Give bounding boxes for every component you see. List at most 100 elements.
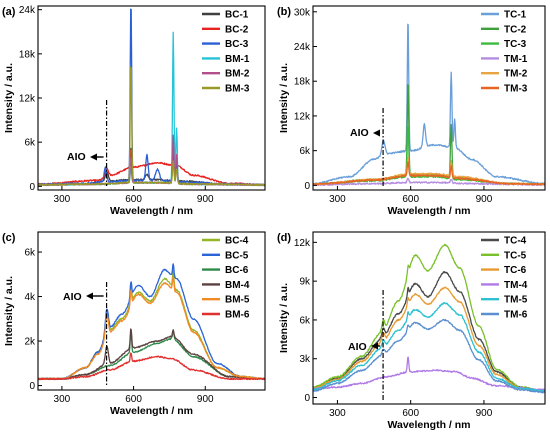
series-line-tc-5 bbox=[313, 243, 545, 393]
legend-label: BM-3 bbox=[225, 84, 250, 95]
series-line-tm-3 bbox=[313, 161, 545, 186]
panel-label: (a) bbox=[2, 6, 16, 18]
y-axis-label: Intensity / a.u. bbox=[278, 283, 290, 353]
legend-label: TC-1 bbox=[504, 10, 527, 21]
y-tick-label: 0 bbox=[29, 182, 35, 193]
legend: TC-4 TC-5 TC-6 TM-4 TM-5 TM-6 bbox=[481, 236, 528, 321]
y-tick-label: 24k bbox=[19, 5, 36, 16]
series-line-bm-5 bbox=[38, 275, 265, 381]
series-line-tm-6 bbox=[313, 318, 545, 394]
series-line-tm-2 bbox=[313, 156, 545, 186]
series-line-tc-4 bbox=[313, 271, 545, 392]
y-tick-label: 12k bbox=[294, 111, 311, 122]
x-tick-label: 300 bbox=[54, 394, 71, 405]
legend-label: TC-5 bbox=[504, 250, 527, 261]
y-tick-label: 4k bbox=[24, 292, 36, 303]
x-axis-label: Wavelength / nm bbox=[387, 205, 470, 217]
legend-label: TM-6 bbox=[504, 310, 528, 321]
y-tick-label: 12k bbox=[19, 94, 36, 105]
x-tick-label: 300 bbox=[329, 194, 346, 205]
y-tick-label: 0 bbox=[304, 393, 310, 404]
panel-label: (d) bbox=[277, 232, 291, 244]
legend-label: TC-2 bbox=[504, 24, 527, 35]
legend-label: BC-3 bbox=[225, 39, 249, 50]
x-tick-label: 600 bbox=[125, 194, 142, 205]
legend-label: BC-2 bbox=[225, 24, 249, 35]
series-line-tc-2 bbox=[313, 84, 545, 186]
plot-frame bbox=[37, 231, 266, 391]
series-lines bbox=[38, 8, 265, 187]
legend-label: BC-5 bbox=[225, 250, 249, 261]
x-tick-label: 600 bbox=[402, 194, 419, 205]
x-axis-label: Wavelength / nm bbox=[387, 419, 470, 431]
x-tick-label: 600 bbox=[125, 394, 142, 405]
legend-label: TC-3 bbox=[504, 39, 527, 50]
x-tick-label: 900 bbox=[197, 394, 214, 405]
y-tick-label: 3k bbox=[299, 354, 311, 365]
aio-label: AIO bbox=[350, 127, 369, 139]
y-tick-label: 30k bbox=[294, 7, 311, 18]
series-line-bm-6 bbox=[38, 352, 265, 381]
legend: BC-1 BC-2 BC-3 BM-1 BM-2 BM-3 bbox=[202, 10, 250, 95]
chart-panel-c: 300 600 900 0 2k 4k 6k Wavelength / nm Intensity… bbox=[2, 231, 266, 417]
legend-label: BM-1 bbox=[225, 54, 250, 65]
legend-label: TC-4 bbox=[504, 236, 527, 247]
y-tick-label: 6k bbox=[299, 146, 311, 157]
legend-label: TM-5 bbox=[504, 295, 528, 306]
y-axis-label: Intensity / a.u. bbox=[278, 63, 290, 133]
arrow-left-icon bbox=[371, 342, 378, 350]
legend-label: BM-2 bbox=[225, 69, 250, 80]
arrow-left-icon bbox=[90, 153, 97, 161]
aio-label: AIO bbox=[348, 341, 367, 353]
series-line-tm-5 bbox=[313, 302, 545, 393]
y-tick-label: 24k bbox=[294, 42, 311, 53]
legend-label: BM-4 bbox=[225, 280, 250, 291]
x-tick-label: 900 bbox=[476, 194, 493, 205]
legend-label: TM-1 bbox=[504, 54, 528, 65]
y-tick-label: 0 bbox=[29, 381, 35, 392]
series-line-tm-1 bbox=[313, 177, 545, 187]
panel-label: (c) bbox=[2, 232, 16, 244]
y-axis-label: Intensity / a.u. bbox=[3, 276, 15, 346]
y-tick-label: 12k bbox=[294, 238, 311, 249]
x-tick-label: 300 bbox=[329, 408, 346, 419]
chart-panel-b: 300 600 900 0 6k 12k 18k 24k 30k Wavelength / nm I… bbox=[277, 5, 546, 217]
x-tick-label: 600 bbox=[402, 408, 419, 419]
x-tick-label: 900 bbox=[476, 408, 493, 419]
plot-frame bbox=[312, 5, 546, 191]
y-tick-label: 2k bbox=[24, 337, 36, 348]
x-axis-label: Wavelength / nm bbox=[110, 205, 193, 217]
y-axis-label: Intensity / a.u. bbox=[3, 63, 15, 133]
chart-panel-a: 300 600 900 0 6k 12k 18k 24k Wavelength / nm Inte… bbox=[2, 5, 266, 217]
legend-label: BC-4 bbox=[225, 236, 249, 247]
y-tick-label: 9k bbox=[299, 277, 311, 288]
series-lines bbox=[313, 23, 545, 187]
series-lines bbox=[38, 263, 265, 381]
legend-label: TM-2 bbox=[504, 69, 528, 80]
series-line-tm-4 bbox=[313, 356, 545, 392]
legend-label: BM-5 bbox=[225, 295, 250, 306]
y-tick-label: 6k bbox=[24, 138, 36, 149]
series-line-tc-1 bbox=[313, 23, 545, 185]
y-tick-label: 6k bbox=[24, 248, 36, 259]
legend-label: TM-3 bbox=[504, 84, 528, 95]
y-tick-label: 18k bbox=[19, 49, 36, 60]
series-line-bm-3 bbox=[38, 66, 265, 187]
plot-frame bbox=[312, 231, 546, 405]
panel-label: (b) bbox=[277, 6, 291, 18]
arrow-left-icon bbox=[373, 129, 380, 137]
legend: TC-1 TC-2 TC-3 TM-1 TM-2 TM-3 bbox=[481, 10, 528, 95]
legend-label: BM-6 bbox=[225, 310, 250, 321]
legend-label: BC-6 bbox=[225, 265, 249, 276]
aio-label: AIO bbox=[63, 291, 82, 303]
series-line-tc-6 bbox=[313, 286, 545, 393]
aio-label: AIO bbox=[67, 151, 86, 163]
arrow-left-icon bbox=[86, 292, 93, 300]
legend-label: TC-6 bbox=[504, 265, 527, 276]
y-tick-label: 18k bbox=[294, 77, 311, 88]
x-tick-label: 900 bbox=[197, 194, 214, 205]
y-tick-label: 0 bbox=[304, 181, 310, 192]
y-tick-label: 6k bbox=[299, 315, 311, 326]
legend-label: TM-4 bbox=[504, 280, 528, 291]
